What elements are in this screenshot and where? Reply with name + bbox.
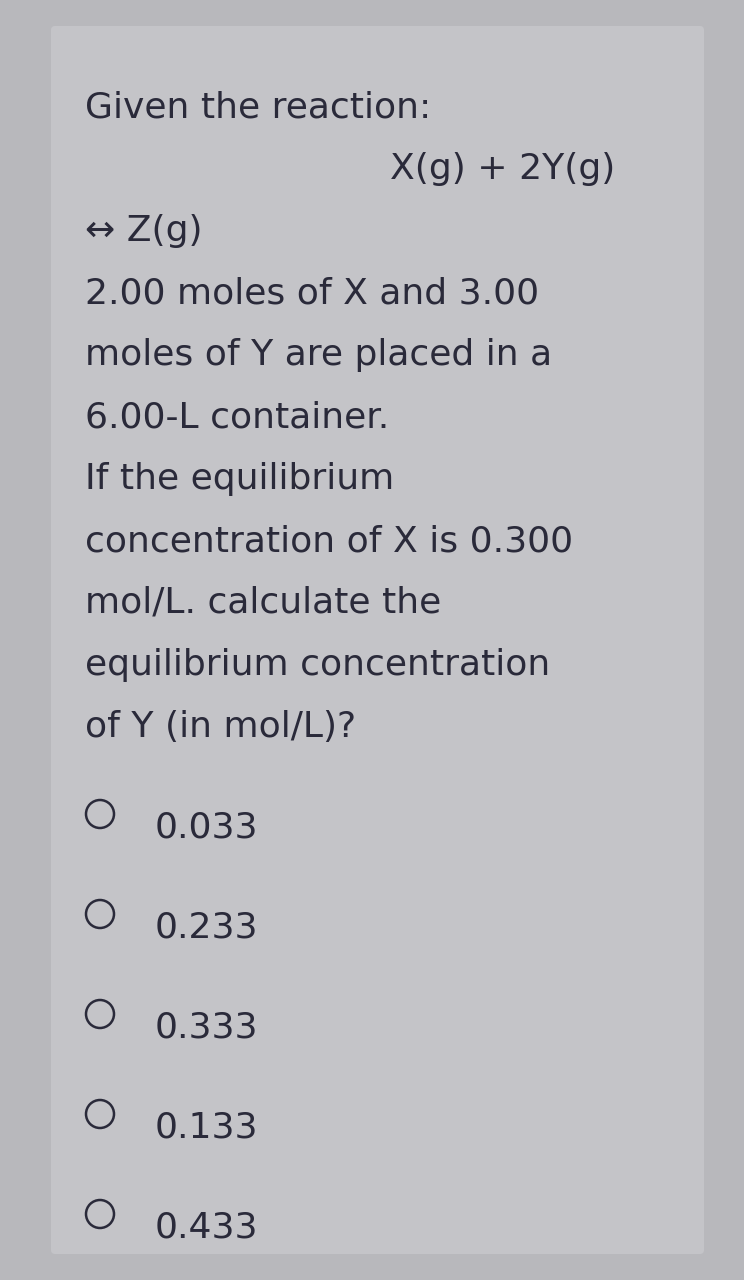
Text: 0.233: 0.233 — [155, 910, 258, 945]
Text: of Y (in mol/L)?: of Y (in mol/L)? — [85, 710, 356, 744]
Text: ↔ Z(g): ↔ Z(g) — [85, 214, 202, 248]
Text: 2.00 moles of X and 3.00: 2.00 moles of X and 3.00 — [85, 276, 539, 310]
Text: Given the reaction:: Given the reaction: — [85, 90, 432, 124]
Text: concentration of X is 0.300: concentration of X is 0.300 — [85, 524, 573, 558]
Text: 6.00-L container.: 6.00-L container. — [85, 399, 389, 434]
Text: If the equilibrium: If the equilibrium — [85, 462, 394, 495]
FancyBboxPatch shape — [51, 26, 704, 1254]
Text: 0.133: 0.133 — [155, 1110, 258, 1144]
Text: 0.333: 0.333 — [155, 1010, 258, 1044]
Text: X(g) + 2Y(g): X(g) + 2Y(g) — [390, 152, 615, 186]
Text: equilibrium concentration: equilibrium concentration — [85, 648, 551, 682]
Text: 0.433: 0.433 — [155, 1210, 258, 1244]
Text: mol/L. calculate the: mol/L. calculate the — [85, 586, 441, 620]
Text: 0.033: 0.033 — [155, 810, 258, 844]
Text: moles of Y are placed in a: moles of Y are placed in a — [85, 338, 552, 372]
